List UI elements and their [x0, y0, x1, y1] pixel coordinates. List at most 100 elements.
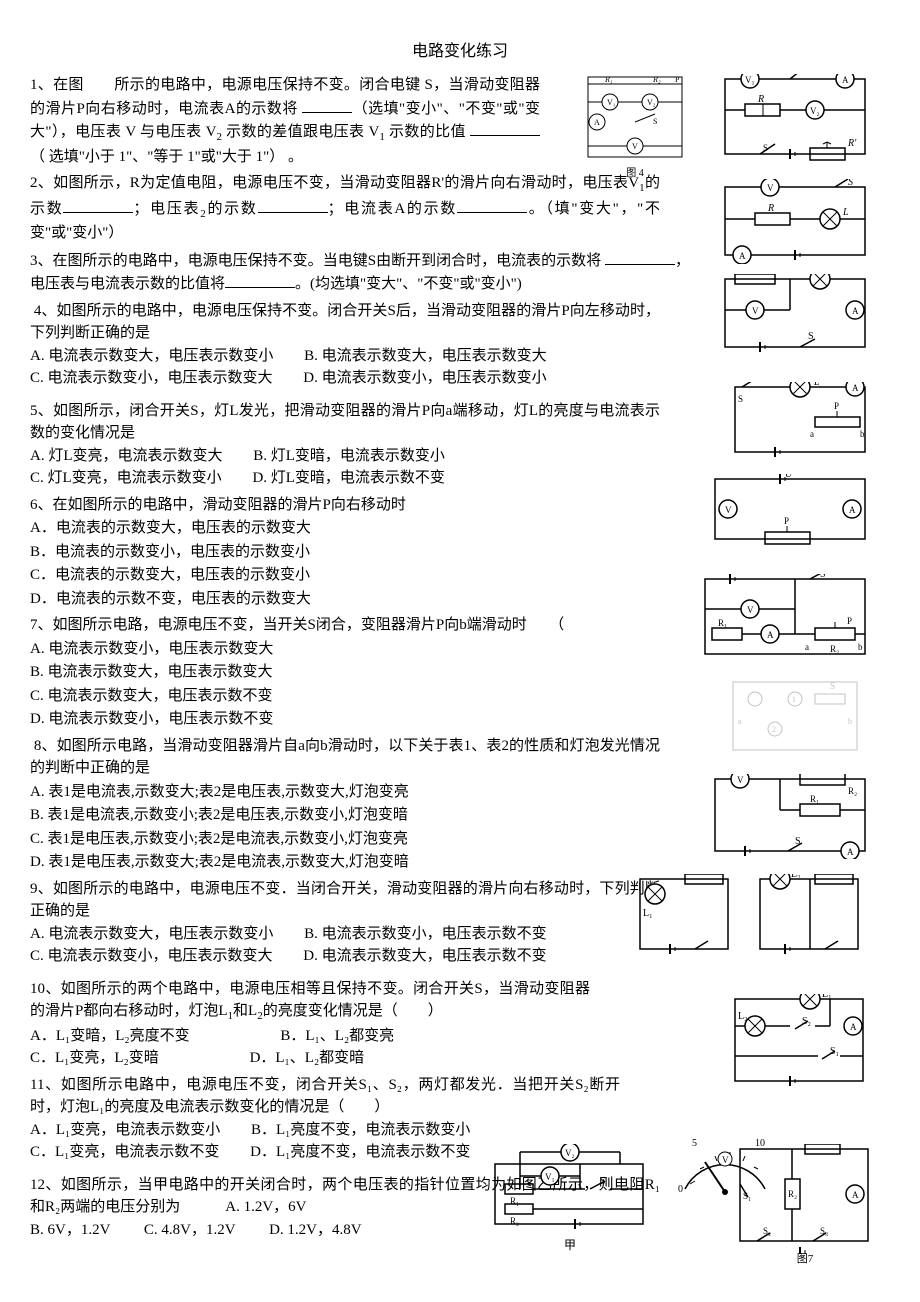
svg-text:L: L — [842, 207, 849, 218]
fig-q12-jia-label: 甲 — [490, 1239, 650, 1251]
svg-text:A: A — [849, 505, 856, 515]
q1-text-5: （ 选填"小于 1"、"等于 1"或"大于 1"） 。 — [30, 149, 303, 165]
q4-opt-d: D. 电流表示数变小，电压表示数变小 — [303, 367, 546, 390]
figure-q8: 1 2 S ab — [730, 679, 860, 754]
svg-text:V: V — [747, 605, 754, 615]
q7-text-1: 如图所示电路，电源电压不变，当开关S闭合，变阻器滑片P向b端滑动时 （ — [53, 617, 565, 633]
svg-text:L: L — [813, 382, 820, 388]
svg-text:S: S — [830, 681, 835, 691]
q5-options: A. 灯L变亮，电流表示数变大 B. 灯L变暗，电流表示数变小 C. 灯L变亮，… — [30, 445, 660, 490]
q6-opt-d: D．电流表的示数不变，电压表的示数变大 — [30, 588, 660, 611]
svg-text:L₁: L₁ — [643, 908, 653, 919]
q2-text-3: ；电压表 — [133, 201, 200, 217]
svg-text:R₁: R₁ — [810, 794, 819, 804]
svg-text:1: 1 — [792, 695, 796, 704]
svg-text:R: R — [757, 94, 764, 105]
question-6: 6、在如图所示的电路中，滑动变阻器的滑片P向右移动时 A．电流表的示数变大，电压… — [30, 494, 660, 611]
figure-q7: S V R₁ A P ab R₂ — [700, 574, 870, 664]
svg-text:R₂: R₂ — [788, 1189, 797, 1199]
q1-text-3: 示数的差值跟电压表 V — [222, 124, 379, 140]
blank — [225, 272, 295, 288]
q8-opt-d: D. 表1是电压表,示数变大;表2是电流表,示数变大,灯泡变暗 — [30, 851, 660, 874]
svg-text:V: V — [725, 505, 732, 515]
figure-q12-jia: V₂ V₁ R₁ S R₂ 甲 — [490, 1144, 650, 1251]
q9-options: A. 电流表示数变大，电压表示数变小 B. 电流表示数变小，电压表示数不变 C.… — [30, 923, 660, 968]
q9-text-1: 如图所示的电路中，电源电压不变．当闭合开关，滑动变阻器的滑片向右移动时，下列判断… — [30, 881, 660, 920]
svg-text:S: S — [848, 179, 853, 188]
q11-text-1: 如图所示电路中，电源电压不变，闭合开关S₁、S₂，两灯都发光．当把开关S₂断开时… — [30, 1077, 620, 1116]
question-10: 10、如图所示的两个电路中，电源电压相等且保持不变。闭合开关S，当滑动变阻器的滑… — [30, 978, 590, 1070]
svg-text:S: S — [820, 574, 826, 580]
content-area: 1、在图 所示的电路中，电源电压保持不变。闭合电键 S，当滑动变阻器的滑片P向右… — [30, 74, 890, 1241]
question-1: 1、在图 所示的电路中，电源电压保持不变。闭合电键 S，当滑动变阻器的滑片P向右… — [30, 74, 540, 168]
svg-text:A: A — [852, 1190, 859, 1200]
svg-text:V: V — [752, 306, 759, 316]
svg-text:P: P — [675, 75, 680, 84]
svg-text:a: a — [810, 429, 814, 439]
fig7-caption: 图7 — [735, 1254, 875, 1265]
svg-text:V: V — [632, 142, 638, 151]
q3-text-1: 在图所示的电路中，电源电压保持不变。当电键S由断开到闭合时，电流表的示数将 — [53, 253, 602, 269]
question-2: 2、如图所示，R为定值电阻，电源电压不变，当滑动变阻器R'的滑片向右滑动时，电压… — [30, 172, 660, 245]
question-3: 3、在图所示的电路中，电源电压保持不变。当电键S由断开到闭合时，电流表的示数将 … — [30, 249, 690, 296]
q2-text-1: 如图所示，R为定值电阻，电源电压不变，当滑动变阻器R'的滑片向右滑动时，电压表V — [53, 175, 639, 191]
blank — [302, 97, 352, 113]
q6-opt-c: C．电流表的示数变大，电压表的示数变小 — [30, 564, 660, 587]
figure-q9: V P R₂ R₁ S A — [710, 774, 870, 859]
q6-text-1: 在如图所示的电路中，滑动变阻器的滑片P向右移动时 — [53, 497, 406, 513]
svg-text:L₂: L₂ — [738, 1011, 748, 1022]
figure-q11: L₁ L₂ S₂ A S₁ — [730, 994, 870, 1089]
q11-opt-a: A．L₁变亮，电流表示数变小 — [30, 1119, 220, 1142]
q5-opt-b: B. 灯L变暗，电流表示数变小 — [253, 445, 445, 468]
q6-options: A．电流表的示数变大，电压表的示数变大 B．电流表的示数变小，电压表的示数变小 … — [30, 517, 660, 610]
q10-opt-b: B．L₁、L₂都变亮 — [280, 1025, 394, 1048]
blank — [258, 197, 328, 213]
svg-text:U: U — [785, 474, 793, 480]
q5-opt-d: D. 灯L变暗，电流表示数不变 — [252, 467, 445, 490]
blank — [605, 249, 675, 265]
q2-text-4: 的示数 — [206, 201, 258, 217]
svg-text:S: S — [653, 117, 657, 126]
q8-text-1: 如图所示电路，当滑动变阻器滑片自a向b滑动时，以下关于表1、表2的性质和灯泡发光… — [30, 738, 660, 777]
q12-opt-b: B. 6V，1.2V — [30, 1222, 110, 1238]
q8-opt-b: B. 表1是电流表,示数变小;表2是电压表,示数变小,灯泡变暗 — [30, 804, 660, 827]
svg-text:R₂: R₂ — [830, 644, 839, 654]
q4-opt-c: C. 电流表示数变小，电压表示数变大 — [30, 367, 273, 390]
svg-text:R₁: R₁ — [718, 618, 727, 628]
q5-text-1: 如图所示，闭合开关S，灯L发光，把滑动变阻器的滑片P向a端移动，灯L的亮度与电流… — [30, 403, 660, 442]
svg-text:V₁: V₁ — [545, 1172, 555, 1182]
q9-num: 9、 — [30, 881, 53, 897]
q7-opt-c: C. 电流表示数变大，电压表示数不变 — [30, 685, 660, 708]
svg-text:a: a — [805, 642, 809, 652]
q7-num: 7、 — [30, 617, 53, 633]
question-5: 5、如图所示，闭合开关S，灯L发光，把滑动变阻器的滑片P向a端移动，灯L的亮度与… — [30, 400, 660, 490]
q12-opt-c: C. 4.8V，1.2V — [144, 1222, 235, 1238]
svg-text:R': R' — [847, 138, 857, 149]
q6-opt-a: A．电流表的示数变大，电压表的示数变大 — [30, 517, 660, 540]
figure-q10-left: L₁ P — [635, 874, 735, 959]
svg-text:V₁: V₁ — [745, 75, 755, 85]
q4-options: A. 电流表示数变大，电压表示数变小 B. 电流表示数变大，电压表示数变大 C.… — [30, 345, 660, 390]
svg-text:V₁: V₁ — [607, 98, 616, 107]
q9-opt-d: D. 电流表示数变大，电压表示数不变 — [303, 945, 546, 968]
q7-opt-a: A. 电流表示数变小，电压表示数变大 — [30, 638, 660, 661]
q4-text-1: 如图所示的电路中，电源电压保持不变。闭合开关S后，当滑动变阻器的滑片P向左移动时… — [30, 303, 660, 342]
q7-opt-b: B. 电流表示数变大，电压表示数变大 — [30, 661, 660, 684]
svg-text:A: A — [847, 847, 854, 857]
figure-7: R₁ S₁ R₂ A S₂ S₃ 图7 — [735, 1144, 875, 1265]
svg-text:R₂: R₂ — [510, 1216, 519, 1226]
q10-opt-c: C．L₁变亮，L₂变暗 — [30, 1047, 159, 1070]
fig1-caption: 图 4 — [585, 169, 685, 179]
figure-q4: P V A S — [720, 274, 870, 354]
q1-num: 1、 — [30, 77, 53, 93]
svg-text:V₂: V₂ — [565, 1148, 575, 1158]
q10-num: 10、 — [30, 981, 61, 997]
svg-text:S: S — [738, 394, 743, 404]
svg-text:2: 2 — [772, 725, 776, 734]
figure-q3: V S R L A — [720, 179, 870, 264]
q2-text-5: ；电流表A的示数 — [328, 201, 457, 217]
q8-opt-a: A. 表1是电流表,示数变大;表2是电压表,示数变大,灯泡变亮 — [30, 781, 660, 804]
figure-q5: L A S P ab — [730, 382, 870, 462]
svg-text:V: V — [737, 775, 744, 785]
q10-text-2: 和L — [233, 1003, 257, 1019]
